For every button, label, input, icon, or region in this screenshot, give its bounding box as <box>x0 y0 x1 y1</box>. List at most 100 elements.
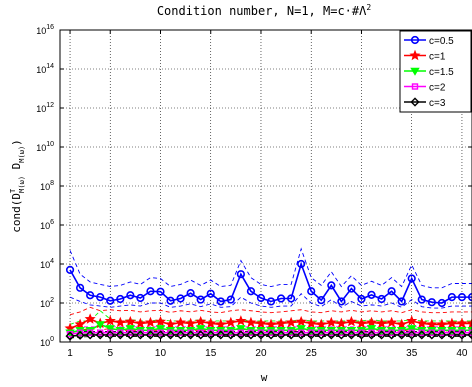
data-point-c-3 <box>397 330 407 340</box>
data-point-c-1 <box>315 318 327 330</box>
data-point-c-0-5 <box>307 287 316 296</box>
data-point-c-0-5 <box>367 290 376 300</box>
data-point-c-0-5 <box>236 270 245 279</box>
legend-label-c-3: c=3 <box>429 98 446 109</box>
x-tick-label: 40 <box>456 348 468 359</box>
x-tick-labels: 1 5 10 15 20 25 30 35 40 <box>67 348 468 359</box>
data-point-c-1 <box>355 317 367 329</box>
y-tick-exponent: 0 <box>50 336 54 343</box>
data-point-c-1 <box>235 315 247 326</box>
data-point-c-1 <box>446 317 458 329</box>
data-point-c-0-5 <box>347 284 356 293</box>
data-point-c-2 <box>378 329 385 336</box>
data-point-c-0-5 <box>246 287 256 296</box>
y-axis-label: cond(DTM(ω) DM(ω)) <box>9 139 26 233</box>
data-point-c-2 <box>348 329 355 336</box>
data-point-c-3 <box>387 330 397 340</box>
y-tick-base: 10 <box>40 260 50 270</box>
x-tick-label: 30 <box>356 348 368 359</box>
data-point-c-3 <box>427 330 437 340</box>
data-point-c-3 <box>115 330 125 340</box>
y-tick-label: 1016 <box>36 24 54 36</box>
data-point-c-2 <box>117 329 124 336</box>
data-point-c-3 <box>417 330 427 340</box>
legend-item-c-0-5: c=0.5 <box>404 35 454 47</box>
data-point-c-3 <box>165 330 176 340</box>
legend-label-c-1-5: c=1.5 <box>429 67 454 78</box>
data-point-c-1 <box>456 317 468 329</box>
data-point-c-0-5 <box>126 291 135 300</box>
x-tick-label: 25 <box>306 348 318 359</box>
data-point-c-3 <box>236 330 246 340</box>
data-point-c-2 <box>297 329 305 336</box>
data-point-c-1 <box>154 315 167 327</box>
data-point-c-3 <box>85 330 95 340</box>
y-tick-exponent: 8 <box>50 180 54 187</box>
y-tick-label: 1014 <box>36 63 54 75</box>
legend-marker-c-0-5 <box>410 35 420 45</box>
y-tick-base: 10 <box>36 104 46 114</box>
data-point-c-0-5 <box>357 294 366 304</box>
data-point-c-0-5 <box>136 293 145 303</box>
series-lower-band-c-0-5 <box>69 293 472 309</box>
y-tick-exponent: 2 <box>50 297 54 304</box>
data-point-c-0-5 <box>166 296 175 305</box>
data-point-c-0-5 <box>457 293 467 302</box>
y-tick-base: 10 <box>36 143 46 153</box>
data-point-c-1 <box>265 318 277 330</box>
data-point-c-2 <box>277 329 285 336</box>
data-point-c-1 <box>144 316 156 328</box>
data-point-c-1 <box>285 316 297 328</box>
data-point-c-3 <box>266 330 276 340</box>
data-point-c-2 <box>458 329 466 336</box>
data-point-c-3 <box>175 330 186 340</box>
y-label-part-1: cond(D <box>10 193 23 233</box>
data-point-c-0-5 <box>397 297 406 306</box>
data-point-c-2 <box>338 329 345 336</box>
y-tick-base: 10 <box>40 182 50 192</box>
data-point-c-0-5 <box>407 274 416 283</box>
data-point-c-1 <box>416 317 428 329</box>
y-tick-base: 10 <box>40 221 50 231</box>
legend-item-c-1-5: c=1.5 <box>404 67 454 78</box>
data-point-c-0-5 <box>106 296 115 305</box>
legend-marker-c-2 <box>411 83 419 90</box>
data-point-c-2 <box>267 329 275 336</box>
legend-marker-c-3 <box>410 97 420 107</box>
data-point-c-1 <box>134 317 146 329</box>
data-point-c-0-5 <box>186 289 195 298</box>
data-point-c-2 <box>358 329 365 336</box>
y-tick-label: 104 <box>40 258 54 270</box>
chart-title-text: Condition number, N=1, M=c·#Λ <box>157 4 367 18</box>
series-bands <box>69 247 472 339</box>
data-point-c-3 <box>286 330 296 340</box>
data-point-c-3 <box>246 330 256 340</box>
data-point-c-0-5 <box>196 295 205 304</box>
data-point-c-2 <box>227 329 235 336</box>
legend-item-c-1: c=1 <box>404 49 446 63</box>
data-point-c-2 <box>147 329 154 336</box>
data-point-c-0-5 <box>216 297 225 306</box>
data-point-c-3 <box>366 330 377 340</box>
data-point-c-0-5 <box>447 293 457 302</box>
data-point-c-0-5 <box>65 265 75 274</box>
data-point-c-0-5 <box>337 297 346 306</box>
data-point-c-1-5 <box>407 325 417 334</box>
data-point-c-1 <box>185 317 197 329</box>
data-point-c-3 <box>95 330 105 340</box>
y-tick-exponent: 10 <box>46 141 54 148</box>
data-point-c-1 <box>104 315 116 326</box>
data-point-c-0-5 <box>377 294 386 304</box>
data-point-c-1 <box>376 317 388 329</box>
data-point-c-1 <box>295 315 307 327</box>
data-point-c-1 <box>165 318 177 330</box>
data-point-c-2 <box>217 329 224 336</box>
data-point-c-2 <box>187 329 194 336</box>
data-point-c-1 <box>215 318 227 330</box>
data-point-c-0-5 <box>156 287 165 296</box>
data-point-c-2 <box>237 329 245 336</box>
data-point-c-0-5 <box>417 295 426 304</box>
data-point-c-1 <box>335 317 347 329</box>
legend-label-c-2: c=2 <box>429 83 446 94</box>
